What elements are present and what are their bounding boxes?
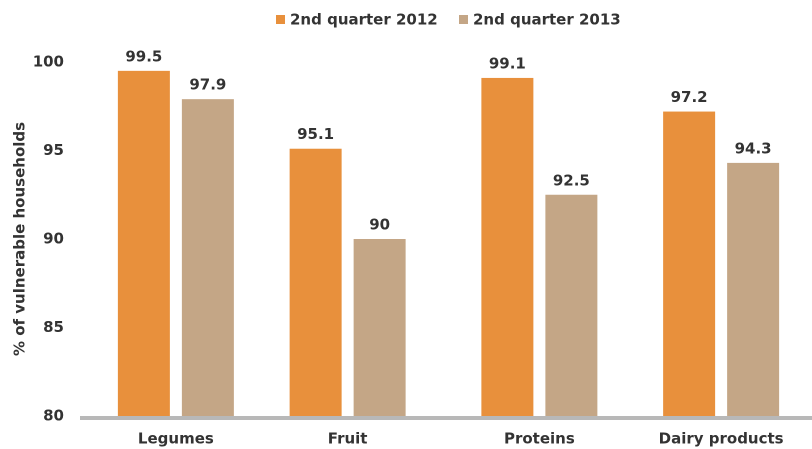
bar — [481, 77, 534, 417]
y-tick-label: 90 — [43, 230, 64, 248]
bar — [545, 194, 598, 416]
x-axis-line — [80, 416, 812, 420]
bar — [353, 239, 406, 416]
y-axis-label: % of vulnerable households — [11, 122, 29, 356]
bar — [289, 148, 342, 417]
y-tick-label: 95 — [43, 141, 64, 159]
x-tick-label: Proteins — [504, 430, 575, 448]
legend-label: 2nd quarter 2012 — [290, 11, 438, 29]
data-label: 99.1 — [489, 54, 526, 72]
bar — [663, 111, 716, 416]
y-tick-label: 85 — [43, 318, 64, 336]
legend-swatch — [459, 15, 468, 24]
data-label: 90 — [369, 216, 390, 234]
y-tick-label: 100 — [33, 53, 64, 71]
legend-label: 2nd quarter 2013 — [473, 11, 621, 29]
data-label: 95.1 — [297, 125, 334, 143]
data-label: 92.5 — [553, 171, 590, 189]
legend-swatch — [276, 15, 285, 24]
bar — [117, 70, 170, 416]
x-tick-label: Fruit — [328, 430, 368, 448]
x-tick-label: Dairy products — [659, 430, 784, 448]
data-label: 94.3 — [735, 139, 772, 157]
bar — [727, 162, 780, 416]
y-tick-label: 80 — [43, 407, 64, 425]
data-label: 97.9 — [189, 76, 226, 94]
bar — [181, 99, 234, 417]
data-label: 99.5 — [125, 47, 162, 65]
data-label: 97.2 — [671, 88, 708, 106]
x-tick-label: Legumes — [138, 430, 214, 448]
